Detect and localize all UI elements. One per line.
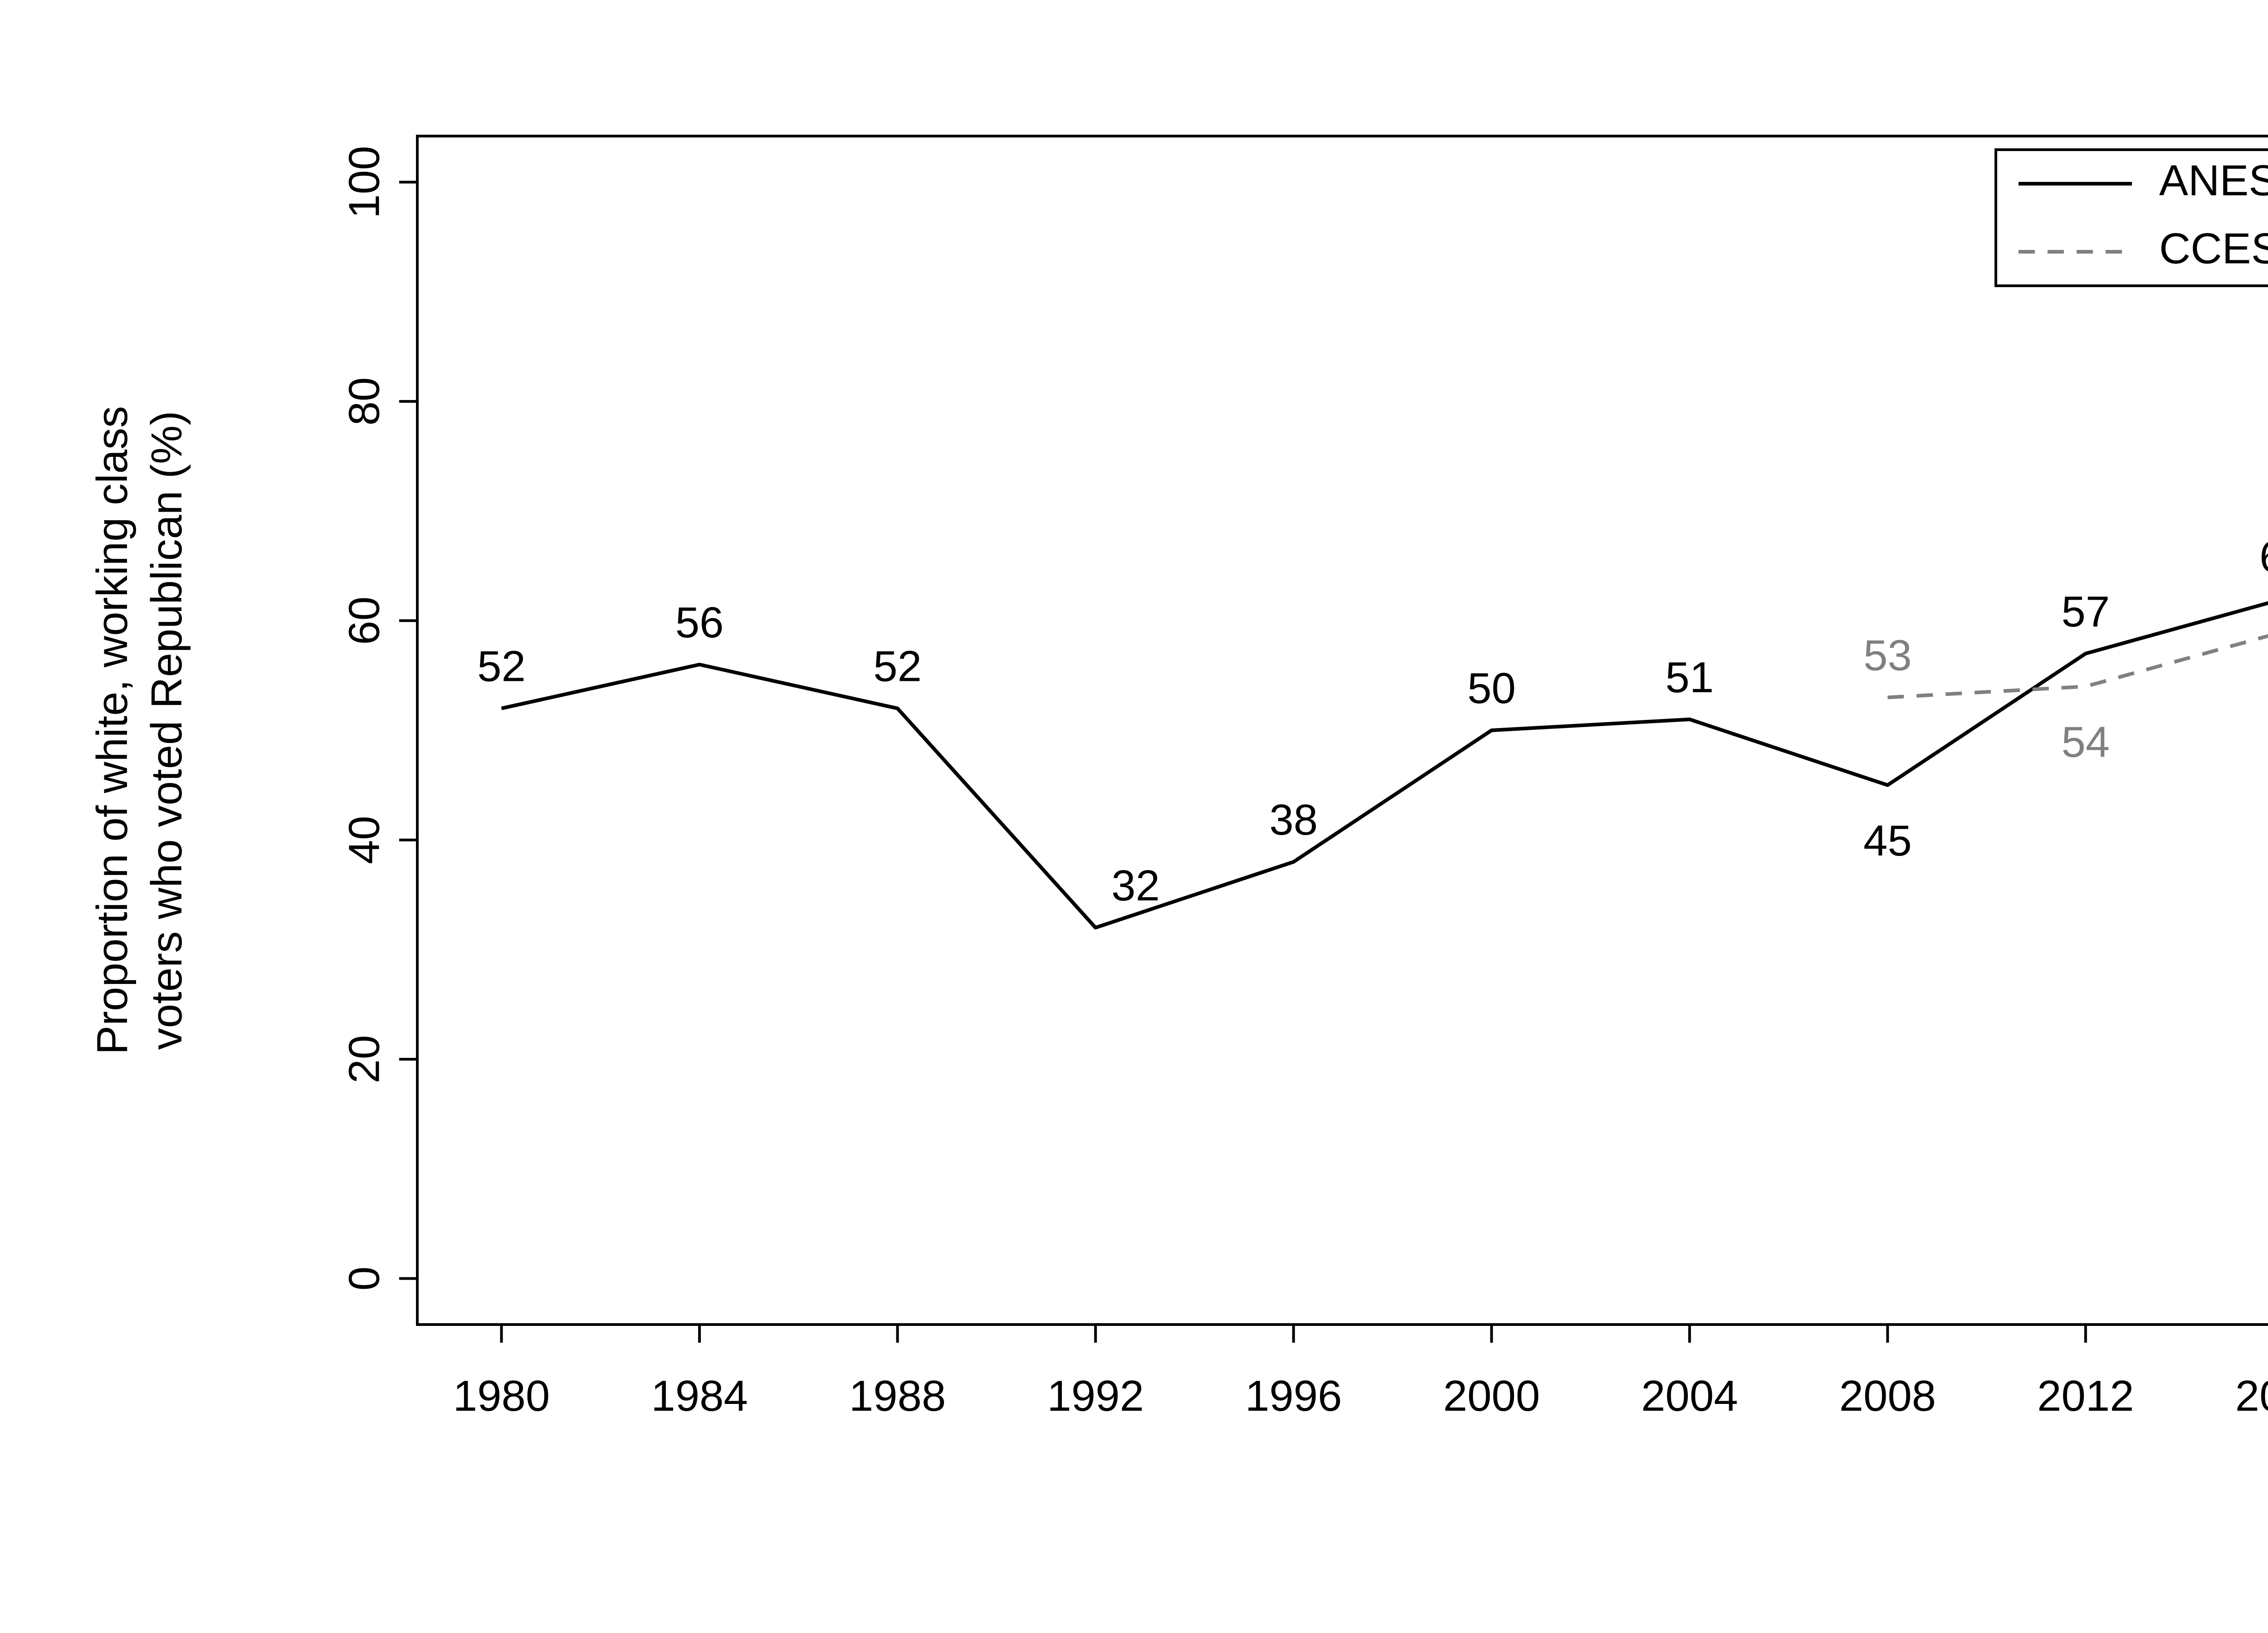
x-tick-label: 1992 — [1047, 1372, 1144, 1420]
point-label: 54 — [2062, 718, 2110, 766]
x-tick-label: 1988 — [849, 1372, 946, 1420]
point-label: 53 — [1863, 631, 1912, 680]
point-label: 56 — [675, 598, 724, 647]
point-label: 57 — [2062, 587, 2110, 636]
x-tick-label: 2000 — [1443, 1372, 1540, 1420]
y-tick-label: 0 — [340, 1266, 388, 1291]
y-axis-title-line2: voters who voted Republican (%) — [142, 411, 191, 1050]
legend-label-CCES: CCES — [2159, 224, 2268, 273]
point-label: 52 — [873, 642, 922, 691]
point-label: 32 — [1111, 861, 1160, 910]
y-tick-label: 40 — [340, 816, 388, 864]
y-tick-label: 80 — [340, 377, 388, 426]
point-label: 62 — [2259, 533, 2268, 581]
point-label: 50 — [1467, 664, 1516, 713]
point-label: 52 — [477, 642, 526, 691]
y-tick-label: 100 — [340, 146, 388, 218]
point-label: 38 — [1269, 796, 1318, 844]
x-tick-label: 1980 — [453, 1372, 550, 1420]
chart-container: 1980 1984 1988 1992 1996 2000 2004 2008 2012 2016… — [0, 0, 2268, 1633]
x-tick-label: 2004 — [1641, 1372, 1738, 1420]
x-tick-label: 2016 — [2235, 1372, 2268, 1420]
line-chart: 1980 1984 1988 1992 1996 2000 2004 2008 2012 2016… — [0, 0, 2268, 1633]
point-label: 51 — [1665, 653, 1714, 702]
legend-label-ANES: ANES — [2159, 156, 2268, 205]
x-tick-label: 2012 — [2037, 1372, 2134, 1420]
point-label: 45 — [1863, 816, 1912, 865]
y-axis-title-line1: Proportion of white, working class — [88, 406, 137, 1055]
x-tick-label: 1996 — [1245, 1372, 1342, 1420]
x-tick-label: 1984 — [651, 1372, 748, 1420]
y-tick-label: 60 — [340, 596, 388, 645]
legend: ANES CCES — [1996, 150, 2268, 286]
x-tick-label: 2008 — [1839, 1372, 1936, 1420]
y-tick-label: 20 — [340, 1035, 388, 1084]
